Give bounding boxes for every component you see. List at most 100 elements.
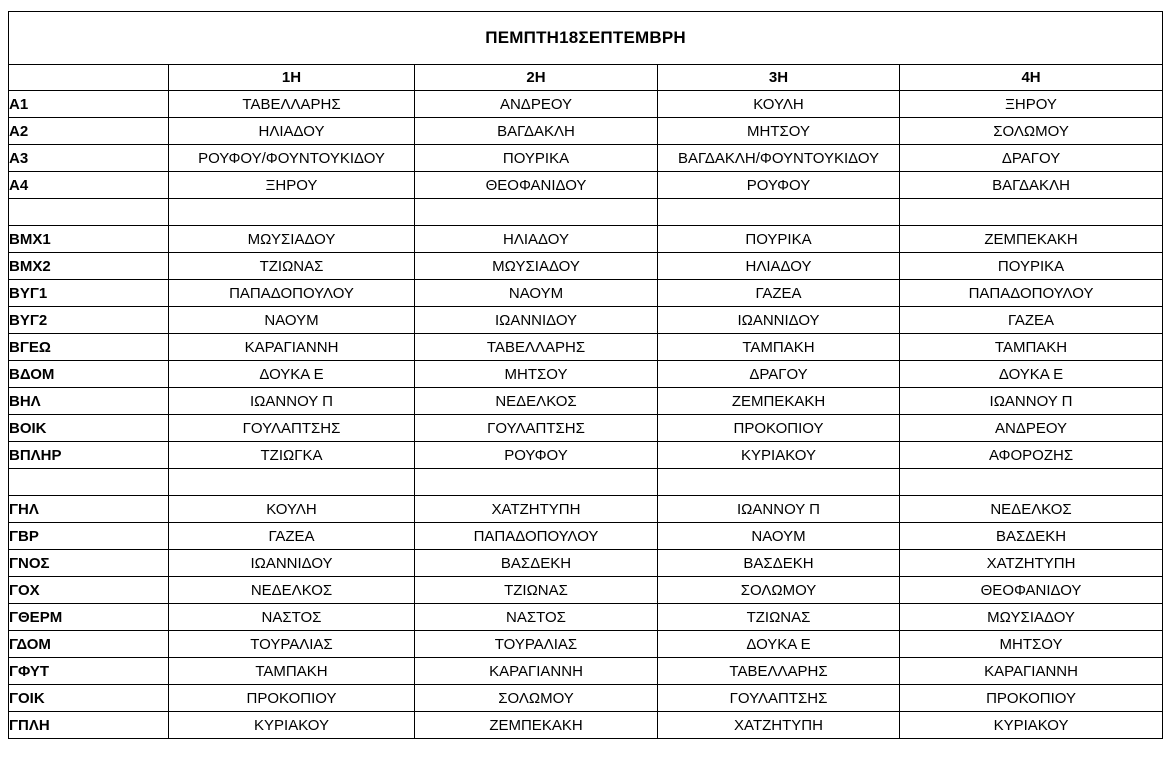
spacer-row <box>8 198 1164 226</box>
schedule-cell: ΤΑΜΠΑΚΗ <box>168 657 415 685</box>
schedule-cell: ΠΑΠΑΔΟΠΟΥΛΟΥ <box>414 522 658 550</box>
table-row: ΒΠΛΗΡ ΤΖΙΩΓΚΑ ΡΟΥΦΟΥ ΚΥΡΙΑΚΟΥ ΑΦΟΡΟΖΗΣ <box>8 441 1164 469</box>
row-label: ΓΗΛ <box>8 495 169 523</box>
schedule-cell: ΚΥΡΙΑΚΟΥ <box>657 441 900 469</box>
schedule-cell: ΝΕΔΕΛΚΟΣ <box>898 495 1164 523</box>
schedule-cell: ΧΑΤΖΗΤΥΠΗ <box>414 495 658 523</box>
schedule-cell: ΒΑΓΔΑΚΛΗ <box>414 117 658 145</box>
schedule-cell: ΤΟΥΡΑΛΙΑΣ <box>414 630 658 658</box>
schedule-cell: ΘΕΟΦΑΝΙΔΟΥ <box>414 171 658 199</box>
schedule-cell: ΗΛΙΑΔΟΥ <box>657 252 900 280</box>
schedule-cell <box>168 198 415 226</box>
schedule-cell <box>898 198 1164 226</box>
schedule-cell: ΓΟΥΛΑΠΤΣΗΣ <box>657 684 900 712</box>
schedule-table: ΠΕΜΠΤΗ18ΣΕΠΤΕΜΒΡΗ 1Η 2Η 3Η 4Η Α1 ΤΑΒΕΛΛΑΡΗΣ Α… <box>7 11 1164 739</box>
schedule-cell: ΖΕΜΠΕΚΑΚΗ <box>657 387 900 415</box>
schedule-cell: ΠΑΠΑΔΟΠΟΥΛΟΥ <box>168 279 415 307</box>
schedule-cell: ΒΑΣΔΕΚΗ <box>898 522 1164 550</box>
hour-column-header: 4Η <box>898 64 1164 91</box>
row-label: ΒΥΓ2 <box>8 306 169 334</box>
row-label: ΒΔΟΜ <box>8 360 169 388</box>
schedule-cell: ΒΑΓΔΑΚΛΗ <box>898 171 1164 199</box>
schedule-cell: ΜΩΥΣΙΑΔΟΥ <box>414 252 658 280</box>
schedule-cell: ΝΑΟΥΜ <box>657 522 900 550</box>
table-row: ΓΦΥΤ ΤΑΜΠΑΚΗ ΚΑΡΑΓΙΑΝΝΗ ΤΑΒΕΛΛΑΡΗΣ ΚΑΡΑΓΙΑΝΝ… <box>8 657 1164 685</box>
schedule-cell: ΤΑΒΕΛΛΑΡΗΣ <box>414 333 658 361</box>
schedule-cell: ΠΡΟΚΟΠΙΟΥ <box>657 414 900 442</box>
corner-cell <box>8 64 169 91</box>
row-label: Α1 <box>8 90 169 118</box>
schedule-cell: ΣΟΛΩΜΟΥ <box>898 117 1164 145</box>
row-label: ΓΟΙΚ <box>8 684 169 712</box>
row-label: ΓΘΕΡΜ <box>8 603 169 631</box>
schedule-cell: ΜΩΥΣΙΑΔΟΥ <box>168 225 415 253</box>
schedule-cell: ΝΑΣΤΟΣ <box>168 603 415 631</box>
table-row: ΓΗΛ ΚΟΥΛΗ ΧΑΤΖΗΤΥΠΗ ΙΩΑΝΝΟΥ Π ΝΕΔΕΛΚΟΣ <box>8 495 1164 523</box>
schedule-cell: ΑΝΔΡΕΟΥ <box>898 414 1164 442</box>
schedule-cell: ΠΑΠΑΔΟΠΟΥΛΟΥ <box>898 279 1164 307</box>
schedule-cell: ΒΑΣΔΕΚΗ <box>657 549 900 577</box>
row-label: ΒΥΓ1 <box>8 279 169 307</box>
schedule-cell: ΠΟΥΡΙΚΑ <box>414 144 658 172</box>
schedule-cell: ΝΑΟΥΜ <box>168 306 415 334</box>
row-label: ΓΦΥΤ <box>8 657 169 685</box>
row-label: Α3 <box>8 144 169 172</box>
schedule-cell: ΠΟΥΡΙΚΑ <box>657 225 900 253</box>
schedule-cell: ΔΡΑΓΟΥ <box>657 360 900 388</box>
table-row: ΒΓΕΩ ΚΑΡΑΓΙΑΝΝΗ ΤΑΒΕΛΛΑΡΗΣ ΤΑΜΠΑΚΗ ΤΑΜΠΑΚΗ <box>8 333 1164 361</box>
schedule-cell: ΝΕΔΕΛΚΟΣ <box>414 387 658 415</box>
table-row: Α1 ΤΑΒΕΛΛΑΡΗΣ ΑΝΔΡΕΟΥ ΚΟΥΛΗ ΞΗΡΟΥ <box>8 90 1164 118</box>
schedule-cell: ΝΕΔΕΛΚΟΣ <box>168 576 415 604</box>
schedule-cell: ΜΩΥΣΙΑΔΟΥ <box>898 603 1164 631</box>
table-row: ΓΟΙΚ ΠΡΟΚΟΠΙΟΥ ΣΟΛΩΜΟΥ ΓΟΥΛΑΠΤΣΗΣ ΠΡΟΚΟΠΙΟΥ <box>8 684 1164 712</box>
schedule-cell: ΚΥΡΙΑΚΟΥ <box>168 711 415 739</box>
schedule-cell: ΗΛΙΑΔΟΥ <box>414 225 658 253</box>
schedule-cell: ΡΟΥΦΟΥ <box>414 441 658 469</box>
schedule-cell: ΚΑΡΑΓΙΑΝΝΗ <box>414 657 658 685</box>
table-row: ΓΘΕΡΜ ΝΑΣΤΟΣ ΝΑΣΤΟΣ ΤΖΙΩΝΑΣ ΜΩΥΣΙΑΔΟΥ <box>8 603 1164 631</box>
schedule-cell <box>168 468 415 496</box>
schedule-cell: ΤΑΒΕΛΛΑΡΗΣ <box>168 90 415 118</box>
schedule-cell: ΤΖΙΩΝΑΣ <box>414 576 658 604</box>
table-row: ΓΔΟΜ ΤΟΥΡΑΛΙΑΣ ΤΟΥΡΑΛΙΑΣ ΔΟΥΚΑ Ε ΜΗΤΣΟΥ <box>8 630 1164 658</box>
table-row: Α4 ΞΗΡΟΥ ΘΕΟΦΑΝΙΔΟΥ ΡΟΥΦΟΥ ΒΑΓΔΑΚΛΗ <box>8 171 1164 199</box>
table-row: ΒΜΧ1 ΜΩΥΣΙΑΔΟΥ ΗΛΙΑΔΟΥ ΠΟΥΡΙΚΑ ΖΕΜΠΕΚΑΚΗ <box>8 225 1164 253</box>
schedule-cell: ΑΦΟΡΟΖΗΣ <box>898 441 1164 469</box>
hour-column-header: 2Η <box>414 64 658 91</box>
table-row: ΓΠΛΗ ΚΥΡΙΑΚΟΥ ΖΕΜΠΕΚΑΚΗ ΧΑΤΖΗΤΥΠΗ ΚΥΡΙΑΚΟΥ <box>8 711 1164 739</box>
schedule-cell: ΣΟΛΩΜΟΥ <box>414 684 658 712</box>
schedule-cell: ΧΑΤΖΗΤΥΠΗ <box>898 549 1164 577</box>
table-row: ΓΒΡ ΓΑΖΕΑ ΠΑΠΑΔΟΠΟΥΛΟΥ ΝΑΟΥΜ ΒΑΣΔΕΚΗ <box>8 522 1164 550</box>
schedule-cell: ΚΑΡΑΓΙΑΝΝΗ <box>898 657 1164 685</box>
schedule-cell <box>898 468 1164 496</box>
schedule-cell: ΙΩΑΝΝΙΔΟΥ <box>414 306 658 334</box>
row-label: ΓΟΧ <box>8 576 169 604</box>
table-row: Α3 ΡΟΥΦΟΥ/ΦΟΥΝΤΟΥΚΙΔΟΥ ΠΟΥΡΙΚΑ ΒΑΓΔΑΚΛΗ/ΦΟΥ… <box>8 144 1164 172</box>
schedule-cell: ΑΝΔΡΕΟΥ <box>414 90 658 118</box>
schedule-cell: ΤΖΙΩΝΑΣ <box>168 252 415 280</box>
schedule-cell: ΜΗΤΣΟΥ <box>898 630 1164 658</box>
schedule-cell: ΔΡΑΓΟΥ <box>898 144 1164 172</box>
row-label: ΓΒΡ <box>8 522 169 550</box>
schedule-cell: ΓΟΥΛΑΠΤΣΗΣ <box>414 414 658 442</box>
schedule-cell: ΙΩΑΝΝΟΥ Π <box>657 495 900 523</box>
schedule-cell: ΝΑΟΥΜ <box>414 279 658 307</box>
schedule-cell: ΙΩΑΝΝΟΥ Π <box>168 387 415 415</box>
schedule-cell: ΤΟΥΡΑΛΙΑΣ <box>168 630 415 658</box>
schedule-cell: ΤΑΜΠΑΚΗ <box>898 333 1164 361</box>
table-row: Α2 ΗΛΙΑΔΟΥ ΒΑΓΔΑΚΛΗ ΜΗΤΣΟΥ ΣΟΛΩΜΟΥ <box>8 117 1164 145</box>
spacer-row <box>8 468 1164 496</box>
row-label: ΓΠΛΗ <box>8 711 169 739</box>
row-label: Α2 <box>8 117 169 145</box>
schedule-cell: ΓΑΖΕΑ <box>657 279 900 307</box>
title-row: ΠΕΜΠΤΗ18ΣΕΠΤΕΜΒΡΗ <box>7 11 1164 65</box>
schedule-cell: ΒΑΣΔΕΚΗ <box>414 549 658 577</box>
schedule-cell: ΘΕΟΦΑΝΙΔΟΥ <box>898 576 1164 604</box>
row-label <box>8 468 169 496</box>
hour-column-header: 1Η <box>168 64 415 91</box>
schedule-cell: ΔΟΥΚΑ Ε <box>168 360 415 388</box>
schedule-cell: ΓΑΖΕΑ <box>898 306 1164 334</box>
schedule-cell: ΡΟΥΦΟΥ/ΦΟΥΝΤΟΥΚΙΔΟΥ <box>168 144 415 172</box>
schedule-cell: ΙΩΑΝΝΙΔΟΥ <box>657 306 900 334</box>
